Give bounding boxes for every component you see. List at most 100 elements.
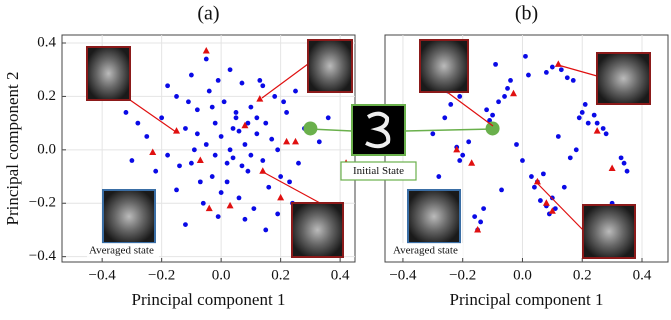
inset-image <box>597 53 650 104</box>
point <box>571 78 576 83</box>
point <box>550 65 555 70</box>
point <box>580 110 585 115</box>
point <box>159 115 164 120</box>
point <box>592 113 597 118</box>
chart-title: (a) <box>197 3 219 25</box>
point <box>246 169 251 174</box>
x-tick-label: −0.2 <box>449 267 476 283</box>
point <box>293 89 298 94</box>
point <box>493 62 498 67</box>
point <box>544 70 549 75</box>
point <box>174 187 179 192</box>
point <box>243 142 248 147</box>
point <box>559 67 564 72</box>
point <box>514 142 519 147</box>
point <box>201 201 206 206</box>
point <box>248 153 253 158</box>
x-tick-label: −0.4 <box>89 267 117 283</box>
x-tick-label: −0.2 <box>148 267 175 283</box>
point <box>183 222 188 227</box>
point <box>526 73 531 78</box>
point <box>177 163 182 168</box>
point <box>532 185 537 190</box>
point <box>529 174 534 179</box>
point <box>284 110 289 115</box>
point <box>165 83 170 88</box>
point <box>186 99 191 104</box>
point <box>272 94 277 99</box>
point <box>625 169 630 174</box>
point <box>263 121 268 126</box>
point <box>153 169 158 174</box>
point <box>556 134 561 139</box>
point <box>195 131 200 136</box>
point <box>430 131 435 136</box>
inset-image <box>308 40 352 92</box>
x-axis-label: Principal component 1 <box>132 290 286 309</box>
x-tick-label: 0.0 <box>212 267 231 283</box>
point <box>219 134 224 139</box>
point <box>490 113 495 118</box>
point <box>251 206 256 211</box>
y-tick-label: −0.2 <box>29 195 56 211</box>
point <box>210 105 215 110</box>
point <box>457 158 462 163</box>
point <box>523 54 528 59</box>
point <box>237 129 242 134</box>
point <box>520 158 525 163</box>
point <box>287 179 292 184</box>
point <box>189 73 194 78</box>
x-tick-label: 0.4 <box>633 267 652 283</box>
point <box>204 57 209 62</box>
y-tick-label: 0.0 <box>37 141 56 157</box>
point <box>577 115 582 120</box>
point <box>260 158 265 163</box>
point <box>508 78 513 83</box>
point <box>231 126 236 131</box>
point <box>243 217 248 222</box>
point <box>622 161 627 166</box>
point <box>213 153 218 158</box>
chart-title: (b) <box>515 3 538 25</box>
point <box>275 212 280 217</box>
point <box>234 115 239 120</box>
point <box>165 153 170 158</box>
point <box>237 196 242 201</box>
point <box>240 81 245 86</box>
point <box>472 214 477 219</box>
point <box>216 78 221 83</box>
point <box>124 110 129 115</box>
inset-image <box>103 190 155 243</box>
annotation: Averaged state <box>393 245 458 257</box>
point <box>565 75 570 80</box>
x-tick-label: −0.4 <box>389 267 417 283</box>
point <box>266 185 271 190</box>
inset-image <box>87 47 130 100</box>
point <box>562 185 567 190</box>
point <box>144 134 149 139</box>
point <box>189 161 194 166</box>
point <box>574 147 579 152</box>
point <box>502 94 507 99</box>
point <box>207 89 212 94</box>
point <box>183 126 188 131</box>
point <box>275 147 280 152</box>
point <box>296 161 301 166</box>
point <box>442 115 447 120</box>
point <box>619 155 624 160</box>
point <box>586 121 591 126</box>
point <box>248 105 253 110</box>
point <box>174 94 179 99</box>
inset-image <box>420 40 468 92</box>
point <box>219 190 224 195</box>
point <box>135 121 140 126</box>
point <box>240 163 245 168</box>
y-tick-label: −0.4 <box>29 248 57 264</box>
y-axis-label: Principal component 2 <box>3 72 22 226</box>
figure: −0.4−0.20.00.20.4−0.4−0.20.00.20.4(a)Pri… <box>0 0 671 320</box>
point <box>260 83 265 88</box>
point <box>210 174 215 179</box>
inset-image <box>408 190 460 243</box>
inset-image <box>292 203 343 257</box>
point <box>257 78 262 83</box>
